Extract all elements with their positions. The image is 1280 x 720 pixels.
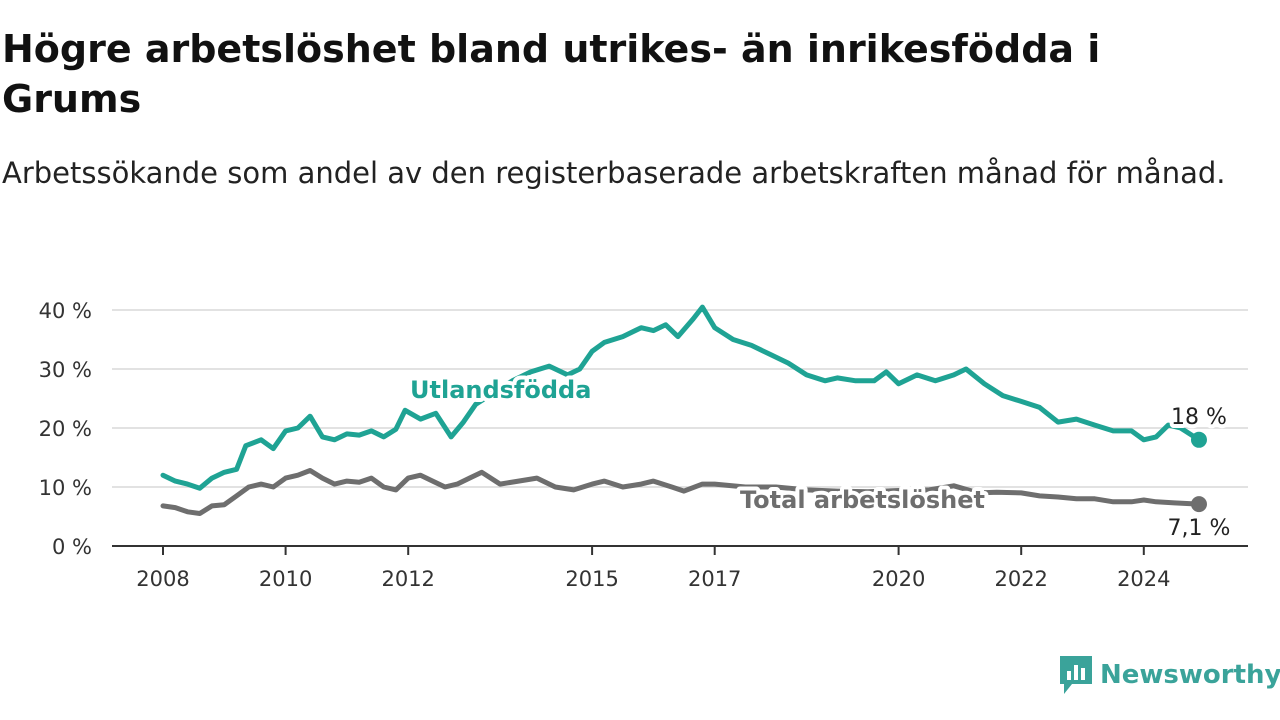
y-tick-label: 30 % bbox=[39, 358, 92, 382]
x-tick-label: 2024 bbox=[1117, 567, 1170, 591]
y-tick-label: 10 % bbox=[39, 476, 92, 500]
y-axis: 0 % 10 % 20 % 30 % 40 % bbox=[39, 299, 92, 559]
page-subtitle: Arbetssökande som andel av den registerb… bbox=[2, 156, 1226, 190]
y-tick-label: 0 % bbox=[52, 535, 92, 559]
x-tick-label: 2015 bbox=[565, 567, 618, 591]
x-tick-label: 2020 bbox=[872, 567, 925, 591]
x-axis: 2008 2010 2012 2015 2017 2020 2022 2024 bbox=[112, 545, 1248, 591]
x-tick-label: 2022 bbox=[994, 567, 1047, 591]
series-line bbox=[160, 304, 1202, 491]
y-tick-label: 40 % bbox=[39, 299, 92, 323]
x-tick-label: 2012 bbox=[381, 567, 434, 591]
line-chart: 0 % 10 % 20 % 30 % 40 % 2008 2010 2012 2015 2017… bbox=[39, 299, 1248, 591]
brand-name: Newsworthy bbox=[1100, 660, 1280, 690]
series-line bbox=[160, 468, 1202, 516]
brand: Newsworthy bbox=[1058, 654, 1280, 696]
data-label: 7,1 % bbox=[1168, 516, 1231, 541]
data-label: 18 % bbox=[1171, 405, 1227, 430]
series-label: Utlandsfödda bbox=[410, 376, 591, 404]
page-title: Högre arbetslöshet bland utrikes- än inr… bbox=[2, 27, 1101, 121]
newsworthy-logo-icon bbox=[1060, 656, 1092, 694]
x-tick-label: 2008 bbox=[136, 567, 189, 591]
series-lines bbox=[160, 304, 1207, 516]
series-label: Total arbetslöshet bbox=[740, 486, 985, 514]
series-labels: Utlandsfödda Total arbetslöshet 18 % 7,1 % bbox=[406, 372, 1234, 545]
y-tick-label: 20 % bbox=[39, 417, 92, 441]
series-end-point bbox=[1190, 431, 1207, 448]
series-end-point bbox=[1190, 496, 1207, 513]
x-tick-label: 2017 bbox=[688, 567, 741, 591]
x-tick-label: 2010 bbox=[259, 567, 312, 591]
